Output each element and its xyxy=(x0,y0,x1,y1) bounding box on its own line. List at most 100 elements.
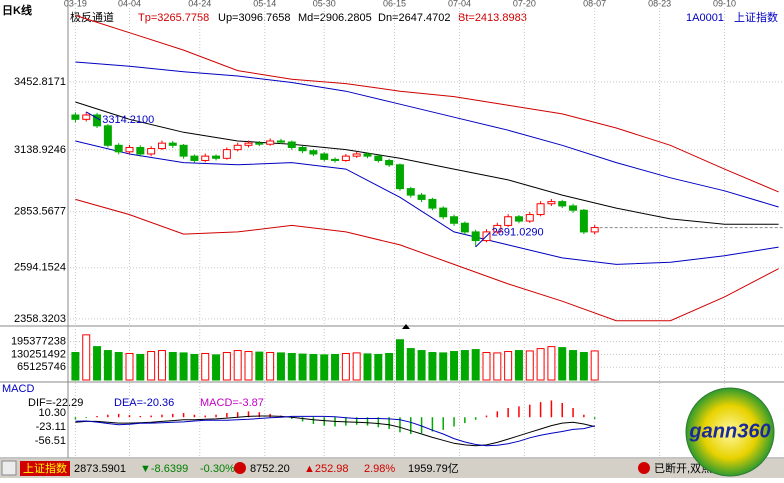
volume-bar xyxy=(114,352,123,381)
chart-title: 日K线 xyxy=(2,3,32,17)
band-line xyxy=(75,61,779,208)
volume-bar xyxy=(569,350,578,381)
candle-body xyxy=(287,141,296,148)
volume-bar xyxy=(385,352,394,381)
candle-body xyxy=(406,188,415,196)
volume-bar xyxy=(514,350,523,381)
volume-marker xyxy=(402,324,410,329)
macd-label: DIF=-22.29 xyxy=(28,397,83,409)
annotation-leader xyxy=(475,232,491,248)
status-value: ▲252.98 xyxy=(304,463,349,475)
volume-bar xyxy=(233,350,242,381)
candle-body xyxy=(82,114,91,120)
candle-body xyxy=(222,149,231,159)
volume-bar xyxy=(428,352,437,381)
indicator-name: 极反通道 xyxy=(70,10,114,24)
candle-body xyxy=(547,201,556,205)
annotation: 2691.0290 xyxy=(492,227,544,239)
header-value: Bt=2413.8983 xyxy=(458,12,527,24)
volume-bar xyxy=(266,352,275,381)
candle-body xyxy=(331,158,340,161)
candle-body xyxy=(428,198,437,209)
candle-body xyxy=(460,222,469,233)
status-value: 8752.20 xyxy=(250,463,290,475)
volume-bar xyxy=(190,353,199,381)
candle-body xyxy=(125,146,134,153)
index-name: 上证指数 xyxy=(23,461,67,475)
volume-bar xyxy=(536,348,545,381)
y-tick-label: 2358.3203 xyxy=(14,313,66,325)
candle-body xyxy=(504,216,513,226)
y-tick-label: -23.11 xyxy=(36,421,66,433)
header-value: Md=2906.2805 xyxy=(298,12,372,24)
candle-body xyxy=(385,159,394,166)
volume-bar xyxy=(331,353,340,381)
band-line xyxy=(75,14,779,193)
candle-body xyxy=(114,144,123,153)
candle-body xyxy=(363,153,372,157)
volume-bar xyxy=(320,354,329,381)
volume-bar xyxy=(201,352,210,381)
volume-bar xyxy=(244,351,253,381)
band-line xyxy=(75,140,779,265)
y-tick-label: 2853.5677 xyxy=(14,206,66,218)
volume-bar xyxy=(558,347,567,381)
header-value: Tp=3265.7758 xyxy=(138,12,209,24)
volume-bar xyxy=(125,352,134,381)
volume-bar xyxy=(374,353,383,381)
volume-bar xyxy=(147,351,156,381)
band-line xyxy=(75,198,779,322)
candle-body xyxy=(439,207,448,218)
candle-body xyxy=(276,140,285,143)
candle-body xyxy=(395,164,404,190)
y-tick-label: 3452.8171 xyxy=(14,76,66,88)
y-tick-label: 2594.1524 xyxy=(14,262,66,274)
volume-bar xyxy=(504,351,513,381)
volume-bar xyxy=(71,352,80,381)
candle-body xyxy=(136,146,145,155)
volume-bar xyxy=(309,353,318,381)
candle-body xyxy=(157,142,166,150)
candle-body xyxy=(168,142,177,146)
volume-bar xyxy=(298,353,307,381)
volume-bar xyxy=(255,351,264,381)
x-tick-label: 07-04 xyxy=(448,0,471,8)
volume-bar xyxy=(471,349,480,381)
volume-bar xyxy=(417,350,426,381)
x-tick-label: 05-30 xyxy=(313,0,336,8)
volume-bar xyxy=(287,352,296,381)
status-value: 2.98% xyxy=(364,463,395,475)
volume-bar xyxy=(363,353,372,381)
x-tick-label: 04-24 xyxy=(188,0,211,8)
volume-bar xyxy=(547,346,556,381)
macd-label: MACD=-3.87 xyxy=(200,397,264,409)
volume-bar xyxy=(168,352,177,381)
candle-body xyxy=(374,155,383,161)
candle-body xyxy=(569,205,578,211)
volume-bar xyxy=(590,350,599,381)
stock-code: 1A0001 xyxy=(686,12,724,24)
candle-body xyxy=(341,155,350,161)
volume-bar xyxy=(460,350,469,381)
candle-body xyxy=(179,144,188,157)
status-value: 1959.79亿 xyxy=(408,462,459,475)
x-tick-label: 09-10 xyxy=(713,0,736,8)
annotation-leader xyxy=(85,111,101,121)
volume-bar xyxy=(352,352,361,381)
candle-body xyxy=(514,216,523,222)
status-icon xyxy=(1,460,17,476)
volume-bar xyxy=(341,352,350,381)
candle-body xyxy=(103,125,112,146)
status-value: ▼-8.6399 xyxy=(140,463,188,475)
index-badge xyxy=(20,461,70,476)
candle-body xyxy=(190,155,199,161)
candle-body xyxy=(71,114,80,120)
x-tick-label: 07-20 xyxy=(513,0,536,8)
status-icon xyxy=(234,462,246,474)
y-tick-label: 3138.9246 xyxy=(14,144,66,156)
macd-label: DEA=-20.36 xyxy=(114,397,174,409)
candle-body xyxy=(493,224,502,233)
